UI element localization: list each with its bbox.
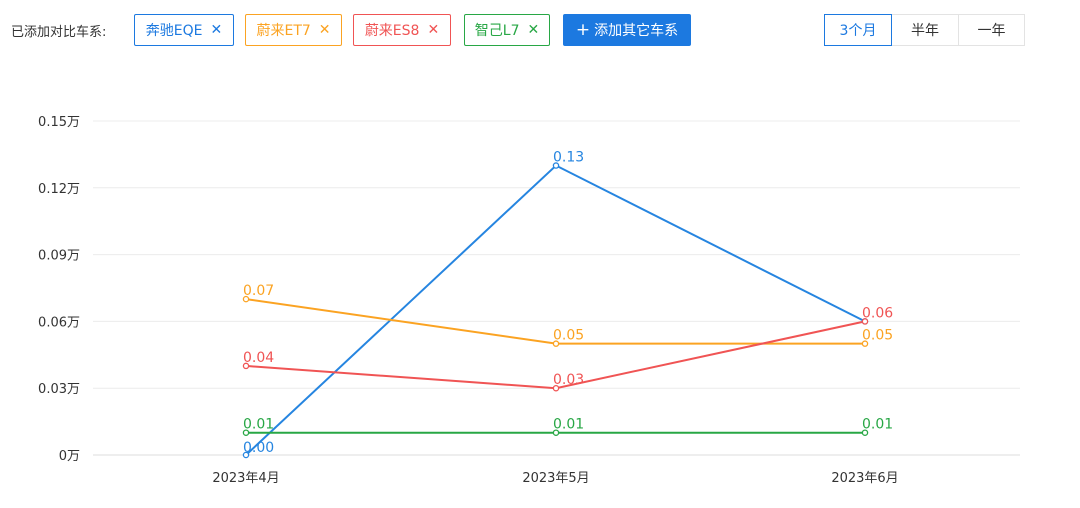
data-point[interactable] — [242, 295, 250, 303]
series-tag-nio-es8[interactable]: 蔚来ES8 ✕ — [353, 14, 451, 46]
close-icon[interactable]: ✕ — [527, 22, 540, 38]
x-tick-label: 2023年4月 — [212, 471, 279, 486]
y-tick-label: 0.03万 — [38, 382, 80, 397]
data-point[interactable] — [242, 362, 250, 370]
data-label: 0.01 — [243, 417, 274, 433]
data-point[interactable] — [552, 340, 560, 347]
close-icon[interactable]: ✕ — [318, 22, 331, 38]
data-label: 0.01 — [553, 417, 584, 433]
x-tick-label: 2023年6月 — [831, 471, 898, 486]
data-point[interactable] — [861, 429, 869, 436]
add-series-label: 添加其它车系 — [594, 23, 679, 39]
data-label: 0.00 — [243, 440, 274, 456]
data-point[interactable] — [861, 340, 869, 347]
series-tag-im-l7[interactable]: 智己L7 ✕ — [464, 14, 550, 46]
y-tick-label: 0.09万 — [38, 249, 80, 264]
plus-icon: + — [575, 19, 591, 40]
close-icon[interactable]: ✕ — [427, 22, 440, 38]
series-tag-label: 蔚来ET7 — [256, 23, 311, 39]
data-point[interactable] — [552, 429, 560, 436]
period-half-year-button[interactable]: 半年 — [891, 14, 959, 46]
y-tick-label: 0.12万 — [38, 182, 80, 197]
compare-toolbar: 已添加对比车系: 奔驰EQE ✕ 蔚来ET7 ✕ 蔚来ES8 ✕ 智己L7 ✕ … — [0, 0, 1080, 60]
series-tag-label: 智己L7 — [474, 23, 520, 39]
data-label: 0.07 — [243, 283, 274, 299]
data-point[interactable] — [242, 429, 250, 436]
y-tick-label: 0.15万 — [38, 115, 80, 130]
close-icon[interactable]: ✕ — [210, 22, 223, 38]
data-label: 0.06 — [862, 305, 893, 321]
period-selector: 3个月 半年 一年 — [824, 14, 1025, 46]
series-tag-nio-et7[interactable]: 蔚来ET7 ✕ — [245, 14, 342, 46]
data-point[interactable] — [552, 384, 560, 392]
series-line[interactable] — [245, 164, 866, 456]
data-point[interactable] — [861, 318, 869, 325]
data-label: 0.05 — [553, 328, 584, 344]
data-point[interactable] — [552, 162, 560, 169]
data-point[interactable] — [242, 451, 250, 459]
data-label: 0.05 — [862, 328, 893, 344]
data-label: 0.13 — [553, 150, 584, 166]
data-label: 0.03 — [553, 372, 584, 388]
add-series-button[interactable]: + 添加其它车系 — [563, 14, 691, 46]
period-one-year-button[interactable]: 一年 — [958, 14, 1025, 46]
series-tag-benz-eqe[interactable]: 奔驰EQE ✕ — [134, 14, 234, 46]
data-label: 0.01 — [862, 417, 893, 433]
period-3-months-button[interactable]: 3个月 — [824, 14, 892, 46]
data-label: 0.04 — [243, 350, 274, 366]
y-tick-label: 0万 — [59, 449, 80, 464]
x-tick-label: 2023年5月 — [522, 471, 589, 486]
series-tag-label: 奔驰EQE — [145, 23, 203, 39]
y-tick-label: 0.06万 — [38, 315, 80, 330]
series-tag-label: 蔚来ES8 — [364, 23, 420, 39]
added-series-label: 已添加对比车系: — [11, 25, 107, 40]
